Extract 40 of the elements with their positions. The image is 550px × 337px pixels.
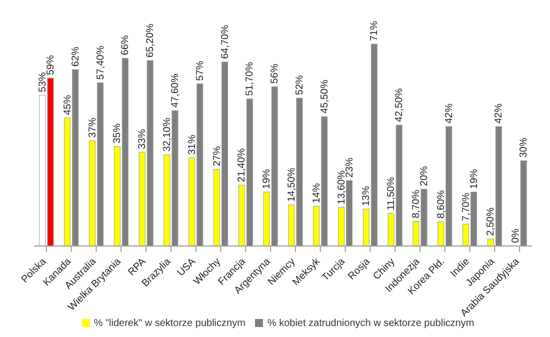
data-label: 59% xyxy=(45,55,56,76)
data-label: 23% xyxy=(344,157,356,178)
data-label: 20% xyxy=(418,166,430,186)
data-label: 32,10% xyxy=(162,118,173,152)
data-label: 14% xyxy=(311,183,322,204)
data-label: 42,50% xyxy=(394,88,406,122)
legend-label: % "liderek" w sektorze publicznym xyxy=(94,318,246,329)
data-label: 14,50% xyxy=(286,168,298,202)
data-label: 13% xyxy=(361,186,372,206)
data-label: 37% xyxy=(87,118,98,138)
data-label: 8,70% xyxy=(410,190,422,218)
data-label: 57% xyxy=(194,60,206,81)
data-label: 2,50% xyxy=(486,207,497,236)
data-label: 56% xyxy=(270,64,281,84)
data-label: 52% xyxy=(294,74,306,96)
data-label: 27% xyxy=(212,146,223,166)
data-label: 21,40% xyxy=(236,148,248,182)
data-label: 71% xyxy=(369,20,380,41)
data-label: 35% xyxy=(112,123,124,144)
data-label: 51,70% xyxy=(244,62,256,96)
data-label: 0% xyxy=(510,228,522,243)
data-label: 47,60% xyxy=(170,74,181,108)
data-label: 30% xyxy=(518,138,530,158)
data-label: 66% xyxy=(120,35,132,56)
data-label: 42% xyxy=(494,103,505,124)
data-label: 7,70% xyxy=(460,192,472,222)
data-label: 62% xyxy=(70,46,82,67)
data-label: 8,60% xyxy=(436,190,447,219)
data-label: 42% xyxy=(444,103,455,124)
data-label: 45,50% xyxy=(319,80,330,114)
data-label: 33% xyxy=(137,128,148,150)
legend-label: % kobiet zatrudnionych w sektorze publicznym xyxy=(267,318,474,329)
data-label: 57,40% xyxy=(95,46,106,80)
data-label: 19% xyxy=(262,168,273,189)
data-label: 45% xyxy=(62,94,74,115)
data-label: 11,50% xyxy=(386,177,398,210)
data-label: 19% xyxy=(468,168,480,189)
data-label: 64,70% xyxy=(220,24,231,59)
data-label: 65,20% xyxy=(145,23,156,58)
data-label: 31% xyxy=(186,134,198,155)
